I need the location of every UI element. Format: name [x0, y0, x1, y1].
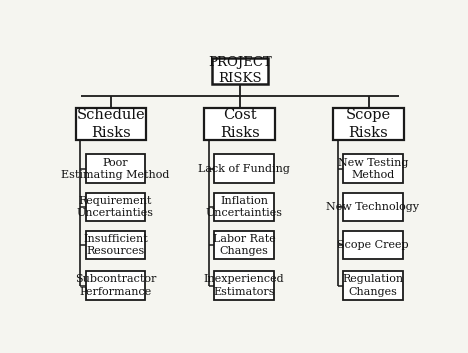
FancyBboxPatch shape: [76, 108, 146, 139]
FancyBboxPatch shape: [205, 108, 275, 139]
Text: Lack of Funding: Lack of Funding: [198, 164, 290, 174]
FancyBboxPatch shape: [214, 271, 274, 300]
FancyBboxPatch shape: [212, 58, 268, 84]
FancyBboxPatch shape: [343, 155, 403, 183]
Text: New Technology: New Technology: [327, 202, 419, 212]
FancyBboxPatch shape: [343, 192, 403, 221]
Text: Inexperienced
Estimators: Inexperienced Estimators: [204, 274, 285, 297]
Text: Scope Creep: Scope Creep: [337, 240, 409, 250]
Text: PROJECT
RISKS: PROJECT RISKS: [208, 56, 272, 85]
Text: Schedule
Risks: Schedule Risks: [77, 108, 146, 139]
FancyBboxPatch shape: [333, 108, 404, 139]
Text: Subcontractor
Performance: Subcontractor Performance: [75, 274, 156, 297]
Text: Scope
Risks: Scope Risks: [346, 108, 391, 139]
FancyBboxPatch shape: [214, 231, 274, 259]
Text: Labor Rate
Changes: Labor Rate Changes: [213, 234, 276, 256]
FancyBboxPatch shape: [86, 192, 146, 221]
FancyBboxPatch shape: [86, 231, 146, 259]
Text: Insufficient
Resources: Insufficient Resources: [83, 234, 148, 256]
Text: Cost
Risks: Cost Risks: [220, 108, 260, 139]
Text: Regulation
Changes: Regulation Changes: [343, 274, 403, 297]
FancyBboxPatch shape: [86, 155, 146, 183]
Text: New Testing
Method: New Testing Method: [338, 157, 408, 180]
FancyBboxPatch shape: [343, 231, 403, 259]
FancyBboxPatch shape: [214, 155, 274, 183]
FancyBboxPatch shape: [214, 192, 274, 221]
Text: Inflation
Uncertainties: Inflation Uncertainties: [206, 196, 283, 218]
Text: Poor
Estimating Method: Poor Estimating Method: [61, 157, 169, 180]
FancyBboxPatch shape: [343, 271, 403, 300]
FancyBboxPatch shape: [86, 271, 146, 300]
Text: Requirement
Uncertainties: Requirement Uncertainties: [77, 196, 154, 218]
